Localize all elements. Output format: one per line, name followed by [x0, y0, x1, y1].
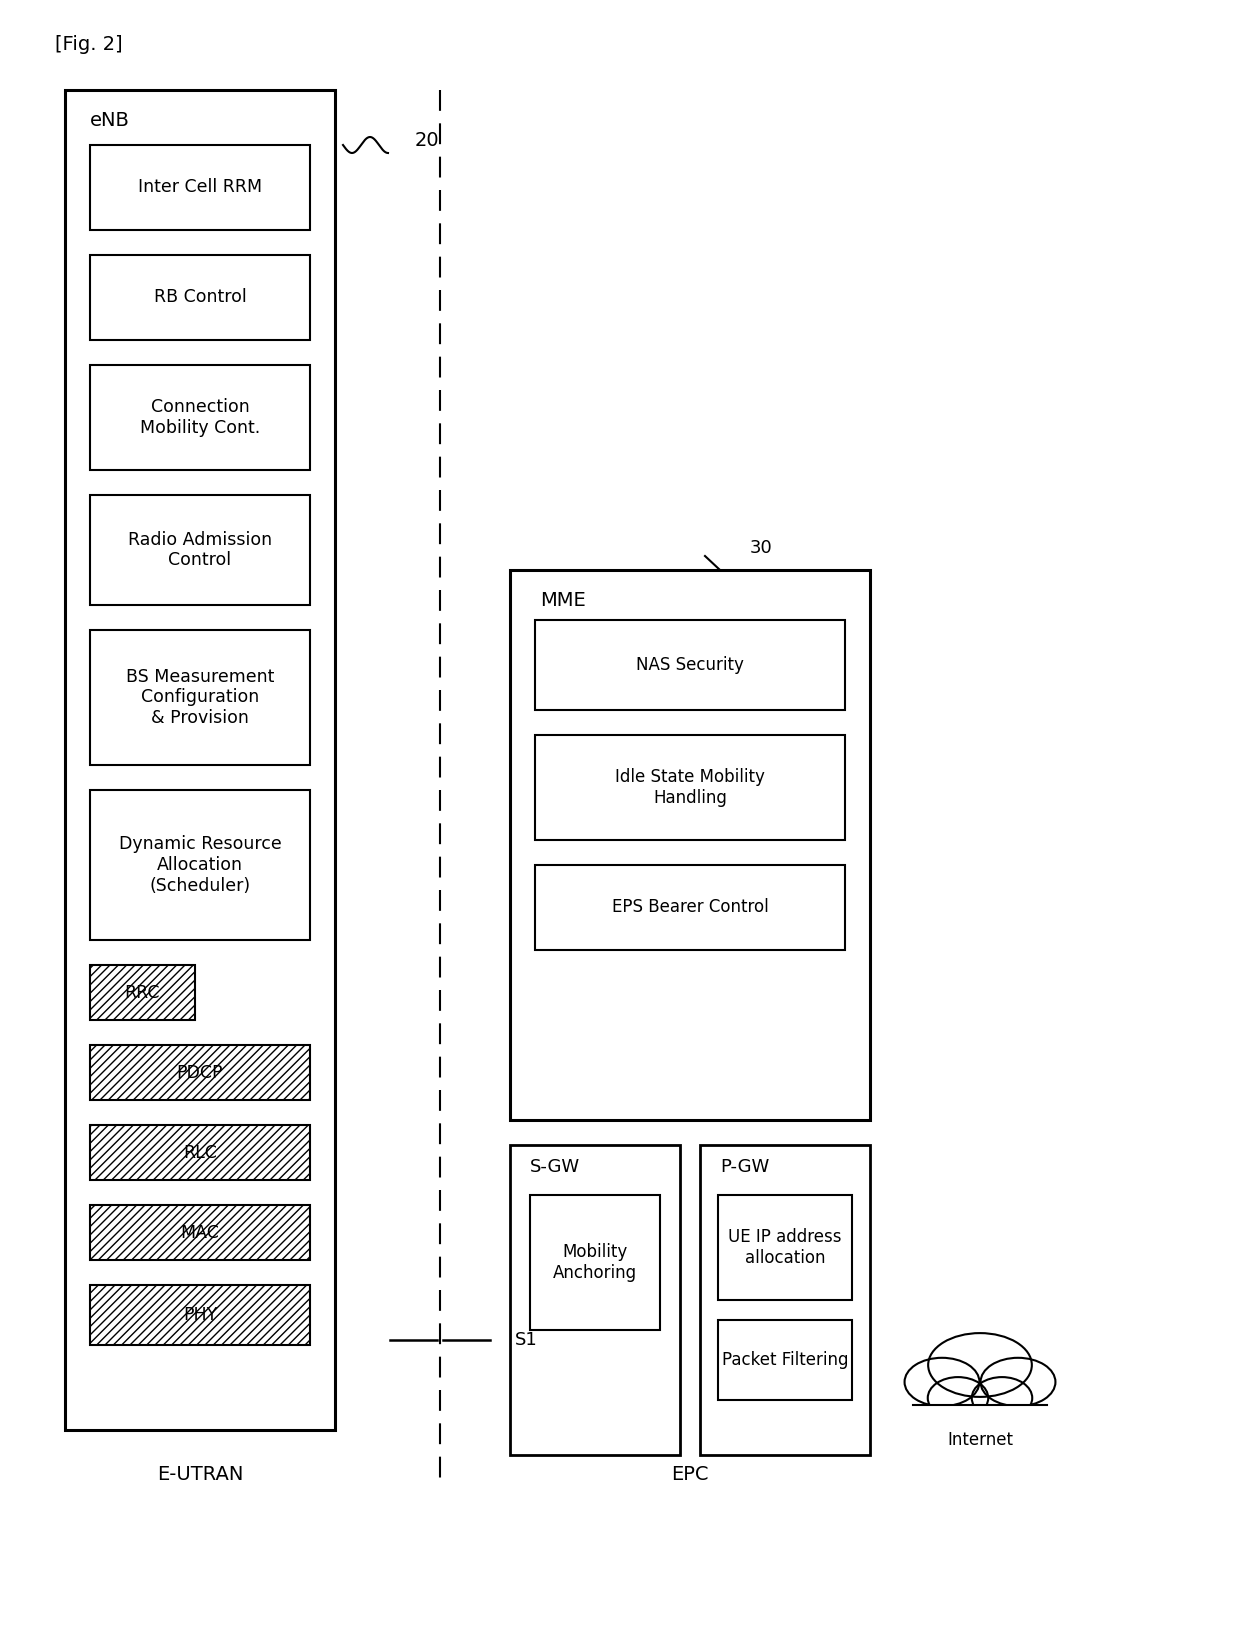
Text: Radio Admission
Control: Radio Admission Control [128, 531, 272, 569]
Text: Dynamic Resource
Allocation
(Scheduler): Dynamic Resource Allocation (Scheduler) [119, 835, 281, 895]
Bar [718, 1194, 852, 1300]
Bar [534, 621, 844, 710]
Ellipse shape [904, 1358, 980, 1406]
Text: EPS Bearer Control: EPS Bearer Control [611, 899, 769, 916]
Text: Mobility
Anchoring: Mobility Anchoring [553, 1243, 637, 1282]
Text: P-GW: P-GW [720, 1159, 769, 1176]
Text: PHY: PHY [182, 1306, 217, 1324]
Text: BS Measurement
Configuration
& Provision: BS Measurement Configuration & Provision [125, 668, 274, 728]
Text: PDCP: PDCP [177, 1063, 223, 1082]
Bar [534, 864, 844, 951]
Text: Idle State Mobility
Handling: Idle State Mobility Handling [615, 769, 765, 808]
Bar [534, 734, 844, 840]
Bar [510, 570, 870, 1120]
Bar [91, 1045, 310, 1100]
Bar [701, 1146, 870, 1454]
Text: 30: 30 [750, 540, 773, 557]
Text: Packet Filtering: Packet Filtering [722, 1350, 848, 1368]
Bar [529, 1194, 660, 1329]
Ellipse shape [928, 1376, 988, 1419]
Bar [91, 496, 310, 604]
Text: Inter Cell RRM: Inter Cell RRM [138, 179, 262, 197]
Bar [64, 89, 335, 1430]
Bar [91, 1124, 310, 1180]
Ellipse shape [929, 1332, 1032, 1398]
Bar [91, 1206, 310, 1259]
Text: S-GW: S-GW [529, 1159, 580, 1176]
Bar [718, 1320, 852, 1401]
Text: MME: MME [539, 590, 585, 609]
Bar [908, 1406, 1052, 1425]
Text: Connection
Mobility Cont.: Connection Mobility Cont. [140, 398, 260, 437]
Bar [91, 255, 310, 340]
Text: MAC: MAC [181, 1224, 219, 1242]
Text: RB Control: RB Control [154, 289, 247, 307]
Text: eNB: eNB [91, 111, 130, 130]
Bar [91, 965, 195, 1020]
Text: EPC: EPC [671, 1466, 709, 1485]
Bar [91, 366, 310, 470]
Bar [91, 1285, 310, 1345]
Text: Internet: Internet [947, 1432, 1013, 1450]
Text: UE IP address
allocation: UE IP address allocation [728, 1228, 842, 1268]
Ellipse shape [972, 1376, 1032, 1419]
Text: RLC: RLC [184, 1144, 217, 1162]
Text: E-UTRAN: E-UTRAN [156, 1466, 243, 1485]
Bar [91, 145, 310, 231]
Bar [510, 1146, 680, 1454]
Text: NAS Security: NAS Security [636, 656, 744, 674]
Text: RRC: RRC [125, 983, 160, 1001]
Text: [Fig. 2]: [Fig. 2] [55, 36, 123, 55]
Bar [91, 630, 310, 765]
Ellipse shape [981, 1358, 1055, 1406]
Text: S1: S1 [515, 1331, 538, 1349]
Bar [91, 790, 310, 939]
Text: 20: 20 [415, 130, 440, 150]
